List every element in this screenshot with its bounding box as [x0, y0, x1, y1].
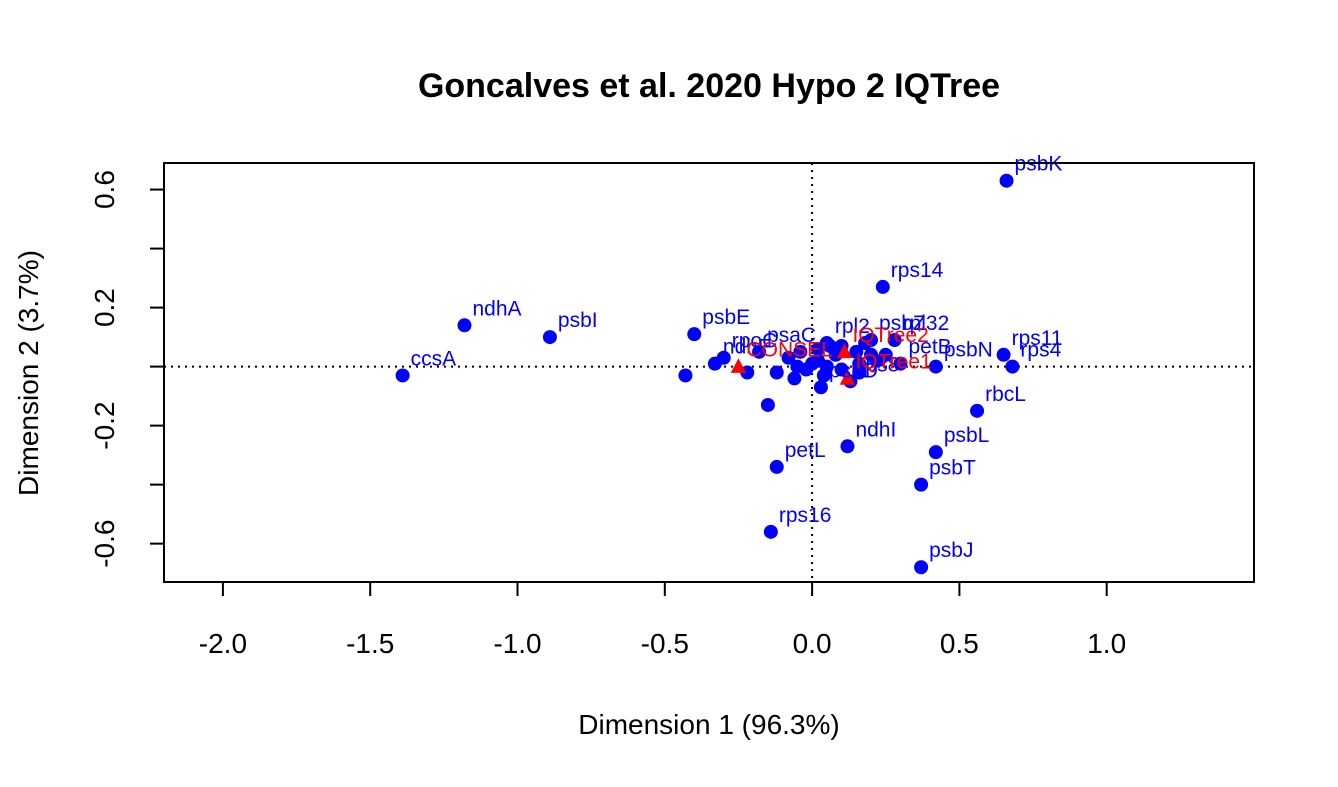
gene-point — [787, 371, 802, 386]
tree-point — [839, 370, 856, 385]
gene-label: psbJ — [929, 539, 973, 562]
gene-point — [813, 380, 828, 395]
gene-label: rpl32 — [903, 312, 950, 335]
gene-label: psbE — [702, 306, 750, 329]
gene-point — [760, 397, 775, 412]
gene-point — [542, 330, 557, 345]
gene-point — [763, 524, 778, 539]
gene-label: psbK — [1015, 153, 1063, 176]
gene-label: petL — [785, 439, 826, 462]
gene-point — [875, 279, 890, 294]
gene-label: psbN — [944, 339, 993, 362]
gene-point — [457, 318, 472, 333]
x-tick-label: 0.0 — [793, 628, 832, 659]
gene-point — [816, 368, 831, 383]
gene-point — [914, 477, 929, 492]
chart-title: Goncalves et al. 2020 Hypo 2 IQTree — [418, 67, 1000, 105]
gene-point — [793, 344, 808, 359]
gene-point — [805, 356, 820, 371]
x-axis: -2.0 -1.5 -1.0 -0.5 0.0 0.5 1.0 — [199, 581, 1126, 659]
gene-point — [716, 350, 731, 365]
gene-point — [1005, 359, 1020, 374]
gene-point — [996, 347, 1011, 362]
gene-point — [970, 403, 985, 418]
gene-label: rpoC — [732, 330, 778, 353]
tree-label: IQTree2 — [853, 324, 929, 347]
gene-label: rps8 — [858, 353, 899, 376]
tree-point — [836, 343, 853, 359]
x-tick-label: 1.0 — [1087, 628, 1126, 659]
gene-point — [887, 333, 902, 348]
gene-point — [893, 356, 908, 371]
y-tick-label: 0.2 — [89, 288, 120, 327]
gene-point — [790, 359, 805, 374]
gene-label: psbD — [829, 359, 878, 382]
gene-point — [752, 344, 767, 359]
tree-label: CONSEL — [746, 339, 832, 362]
x-tick-label: -1.5 — [346, 628, 394, 659]
x-axis-label: Dimension 1 (96.3%) — [578, 709, 839, 740]
x-tick-label: 0.5 — [940, 628, 979, 659]
gene-label: psbZ — [879, 312, 926, 335]
reference-lines — [164, 163, 1254, 582]
gene-label: rps14 — [891, 259, 944, 282]
gene-point — [852, 365, 867, 380]
gene-point — [914, 560, 929, 575]
gene-label: ndhA — [472, 297, 521, 320]
gene-label: rbcL — [985, 383, 1026, 406]
x-tick-label: -1.0 — [493, 628, 541, 659]
tree-label: IQTree1 — [855, 350, 931, 373]
gene-point — [858, 335, 873, 350]
gene-point — [769, 365, 784, 380]
gene-label: psbL — [944, 424, 990, 447]
gene-point — [395, 368, 410, 383]
gene-point — [822, 338, 837, 353]
gene-point — [878, 347, 893, 362]
gene-point — [864, 347, 879, 362]
y-axis-label: Dimension 2 (3.7%) — [13, 250, 44, 496]
y-tick-label: -0.2 — [89, 401, 120, 449]
gene-label: ccsA — [411, 347, 457, 370]
gene-point — [769, 459, 784, 474]
gene-label: psbT — [929, 457, 976, 480]
gene-point — [840, 439, 855, 454]
data-points — [395, 173, 1020, 575]
gene-label: petB — [908, 336, 951, 359]
gene-point — [811, 341, 825, 356]
y-axis: -0.6 -0.2 0.2 0.6 — [89, 170, 165, 568]
gene-label: rps4 — [1020, 339, 1061, 362]
gene-label: rps11 — [1012, 327, 1063, 350]
gene-label: ndhI — [855, 418, 896, 441]
plot-frame — [163, 162, 1255, 583]
gene-point — [678, 368, 693, 383]
tree-point — [730, 358, 747, 373]
gene-label: rps16 — [779, 504, 832, 527]
gene-point — [928, 445, 943, 460]
gene-label: psaC — [767, 324, 816, 347]
gene-label: ndhF — [723, 336, 771, 359]
gene-point — [781, 350, 796, 365]
gene-point — [849, 344, 864, 359]
gene-point — [834, 362, 849, 377]
gene-point — [687, 327, 702, 342]
gene-point — [999, 173, 1014, 188]
x-tick-label: -0.5 — [641, 628, 689, 659]
gene-label: rpl2 — [835, 315, 870, 338]
x-tick-label: -2.0 — [199, 628, 247, 659]
gene-label: psbI — [558, 309, 598, 332]
y-tick-label: 0.6 — [89, 170, 120, 209]
y-tick-label: -0.6 — [89, 520, 120, 568]
gene-point — [928, 359, 943, 374]
